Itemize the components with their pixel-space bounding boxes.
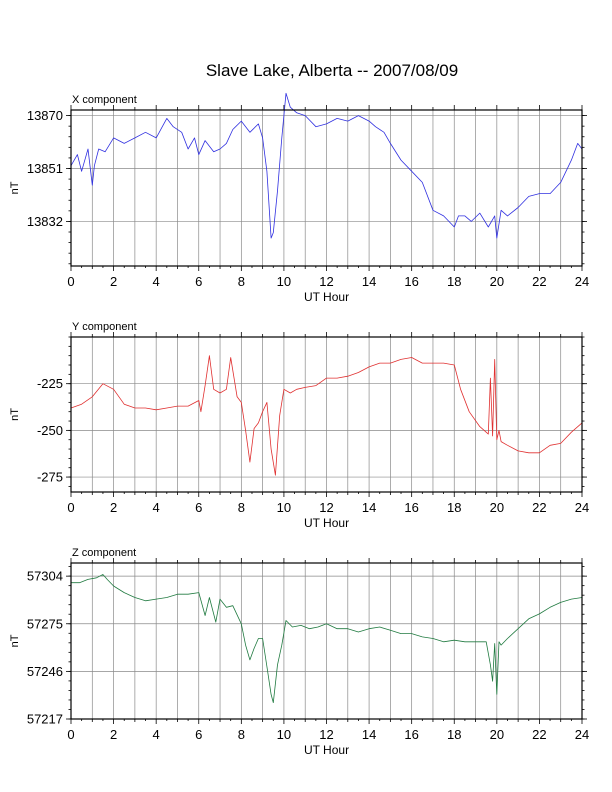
x-tick-label: 18	[447, 500, 461, 515]
y-tick-label: -275	[37, 470, 63, 485]
x-axis-label: UT Hour	[304, 743, 349, 757]
x-tick-label: 10	[277, 727, 291, 742]
y-axis-label: nT	[9, 408, 21, 421]
y-axis-label: nT	[9, 181, 21, 194]
plot-frame	[70, 336, 583, 493]
y-tick-label: 57217	[27, 712, 63, 727]
x-tick-label: 24	[575, 500, 589, 515]
x-axis-label: UT Hour	[304, 290, 349, 304]
x-tick-label: 24	[575, 727, 589, 742]
y-tick-label: 13832	[27, 214, 63, 229]
y-tick-label: -250	[37, 423, 63, 438]
panel-title-x: X component	[72, 94, 137, 106]
x-tick-label: 6	[195, 274, 202, 289]
chart-title: Slave Lake, Alberta -- 2007/08/09	[206, 61, 458, 80]
x-tick-label: 16	[404, 727, 418, 742]
series-line-y	[70, 355, 583, 476]
series-line-x	[70, 92, 583, 239]
x-tick-label: 4	[153, 274, 160, 289]
y-tick-label: -225	[37, 376, 63, 391]
x-tick-label: 6	[195, 500, 202, 515]
panel-title-z: Z component	[72, 547, 136, 559]
x-tick-label: 16	[404, 274, 418, 289]
x-tick-label: 22	[532, 727, 546, 742]
x-tick-label: 20	[490, 727, 504, 742]
x-tick-label: 4	[153, 500, 160, 515]
x-tick-label: 20	[490, 274, 504, 289]
x-tick-label: 2	[110, 727, 117, 742]
plot-frame	[70, 562, 583, 720]
x-tick-label: 12	[319, 274, 333, 289]
x-tick-label: 18	[447, 727, 461, 742]
x-tick-label: 4	[153, 727, 160, 742]
x-tick-label: 8	[238, 500, 245, 515]
panel-title-y: Y component	[72, 321, 137, 333]
x-tick-label: 22	[532, 500, 546, 515]
x-tick-label: 18	[447, 274, 461, 289]
y-axis-label: nT	[9, 634, 21, 647]
x-tick-label: 2	[110, 500, 117, 515]
x-axis-label: UT Hour	[304, 516, 349, 530]
x-tick-label: 14	[362, 727, 376, 742]
series-line-z	[71, 574, 583, 703]
x-tick-label: 2	[110, 274, 117, 289]
x-tick-label: 10	[277, 274, 291, 289]
x-tick-label: 16	[404, 500, 418, 515]
y-tick-label: 57275	[27, 616, 63, 631]
x-tick-label: 20	[490, 500, 504, 515]
y-tick-label: 13870	[27, 108, 63, 123]
x-tick-label: 10	[277, 500, 291, 515]
x-tick-label: 22	[532, 274, 546, 289]
x-tick-label: 0	[67, 274, 74, 289]
y-tick-label: 57246	[27, 664, 63, 679]
x-tick-label: 8	[238, 274, 245, 289]
x-tick-label: 8	[238, 727, 245, 742]
y-tick-label: 57304	[27, 569, 63, 584]
x-tick-label: 12	[319, 727, 333, 742]
x-tick-label: 24	[575, 274, 589, 289]
plot-frame	[70, 109, 583, 267]
x-tick-label: 0	[67, 727, 74, 742]
x-tick-label: 0	[67, 500, 74, 515]
x-tick-label: 12	[319, 500, 333, 515]
x-tick-label: 14	[362, 274, 376, 289]
y-tick-label: 13851	[27, 161, 63, 176]
x-tick-label: 6	[195, 727, 202, 742]
x-tick-label: 14	[362, 500, 376, 515]
